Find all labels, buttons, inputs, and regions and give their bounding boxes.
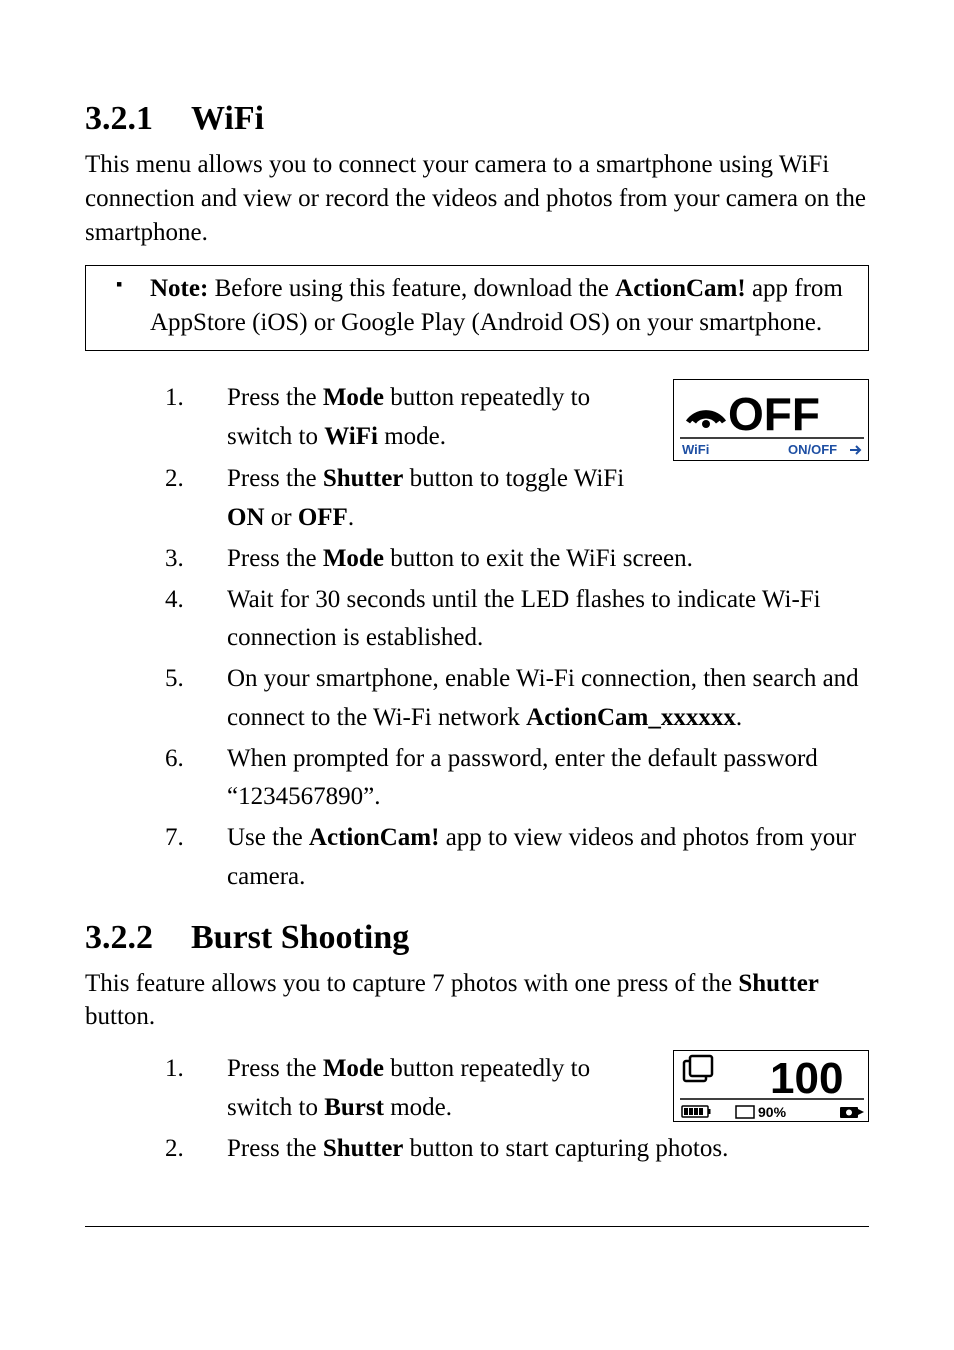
- step-item: 2. Press the Shutter button to start cap…: [165, 1130, 869, 1169]
- note-text: Before using this feature, download the: [208, 275, 615, 302]
- step-item: 6. When prompted for a password, enter t…: [165, 740, 869, 818]
- note-label: Note:: [150, 275, 208, 302]
- section-number: 3.2.2: [85, 919, 153, 957]
- section-heading-wifi: 3.2.1 WiFi: [85, 100, 869, 138]
- section-title: Burst Shooting: [191, 919, 409, 956]
- burst-steps: 1. Press the Mode button repeatedly to s…: [165, 1050, 869, 1168]
- footer-rule: [85, 1226, 869, 1227]
- step-item: 5. On your smartphone, enable Wi-Fi conn…: [165, 660, 869, 738]
- step-item: 4. Wait for 30 seconds until the LED fla…: [165, 581, 869, 659]
- step-item: 1. Press the Mode button repeatedly to s…: [165, 379, 869, 457]
- wifi-steps-cont: 2. Press the Shutter button to toggle Wi…: [165, 460, 869, 896]
- note-app-name: ActionCam!: [615, 275, 746, 302]
- step-item: 2. Press the Shutter button to toggle Wi…: [165, 460, 869, 538]
- step-item: 3. Press the Mode button to exit the WiF…: [165, 540, 869, 579]
- step-item: 7. Use the ActionCam! app to view videos…: [165, 819, 869, 897]
- burst-intro: This feature allows you to capture 7 pho…: [85, 967, 869, 1035]
- section-title: WiFi: [191, 100, 264, 137]
- section-heading-burst: 3.2.2 Burst Shooting: [85, 919, 869, 957]
- note-box: Note: Before using this feature, downloa…: [85, 265, 869, 351]
- section-number: 3.2.1: [85, 100, 153, 138]
- wifi-steps: 1. Press the Mode button repeatedly to s…: [165, 379, 869, 457]
- step-item: 1. Press the Mode button repeatedly to s…: [165, 1050, 869, 1128]
- wifi-intro: This menu allows you to connect your cam…: [85, 148, 869, 249]
